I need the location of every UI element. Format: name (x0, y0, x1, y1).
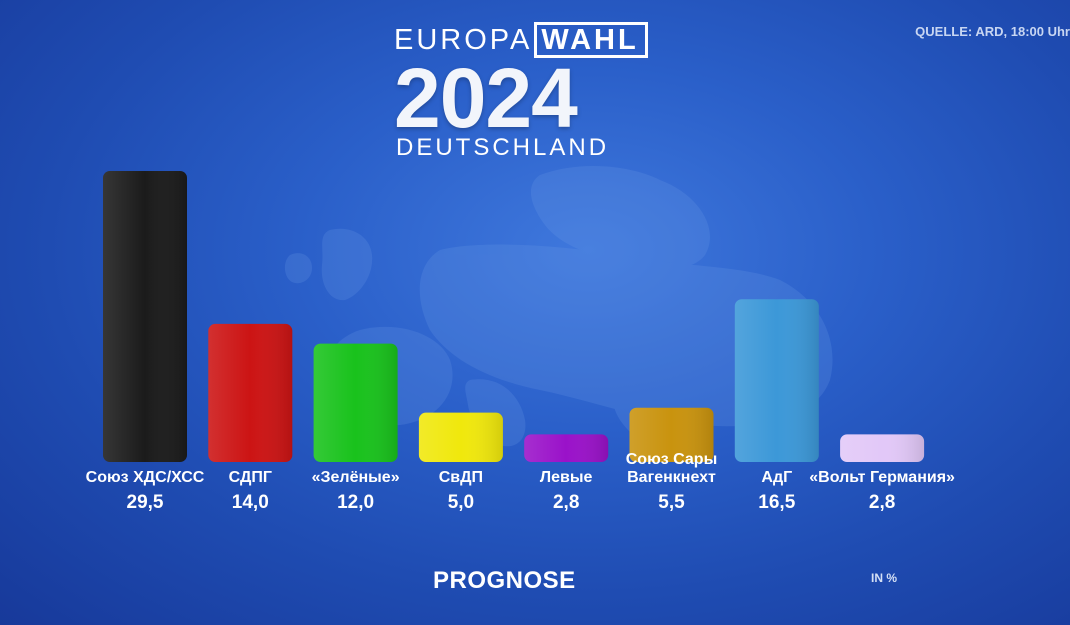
category-label-6: АдГ (761, 469, 792, 486)
value-label-5: 5,5 (658, 492, 685, 513)
value-label-3: 5,0 (448, 492, 474, 513)
bar-shine-7 (840, 434, 925, 462)
logo-wahl-box: WAHL (534, 22, 648, 58)
category-label-3: СвДП (439, 469, 483, 486)
logo-country: DEUTSCHLAND (396, 134, 610, 161)
category-label-1: СДПГ (229, 469, 272, 486)
logo-year: 2024 (394, 51, 578, 145)
value-label-1: 14,0 (232, 492, 269, 513)
logo-title-line: EUROPA WAHL (394, 22, 648, 58)
prognose-title: PROGNOSE (433, 567, 576, 594)
category-label-0: Союз ХДС/ХСС (86, 469, 205, 486)
bar-shine-5 (629, 407, 714, 462)
bar-shine-0 (103, 171, 187, 462)
bar-shine-6 (734, 299, 819, 462)
bar-shine-1 (208, 323, 293, 462)
category-label-4: Левые (540, 469, 593, 486)
source-label: QUELLE: ARD, 18:00 Uhr (915, 24, 1070, 39)
europawahl-logo: EUROPA WAHL 2024 DEUTSCHLAND (394, 22, 648, 161)
bar-shine-3 (418, 412, 503, 462)
category-label-2: «Зелёные» (312, 469, 400, 486)
logo-europa-text: EUROPA (394, 23, 533, 56)
value-label-7: 2,8 (869, 492, 895, 513)
value-label-6: 16,5 (758, 492, 795, 513)
category-label-5: Союз Сары Вагенкнехт (626, 451, 717, 486)
bar-shine-4 (524, 434, 609, 462)
category-label-7: «Вольт Германия» (809, 469, 955, 486)
unit-label: IN % (871, 571, 898, 585)
value-label-0: 29,5 (127, 492, 164, 513)
value-label-4: 2,8 (553, 492, 579, 513)
value-label-2: 12,0 (337, 492, 374, 513)
bar-shine-2 (313, 343, 398, 462)
